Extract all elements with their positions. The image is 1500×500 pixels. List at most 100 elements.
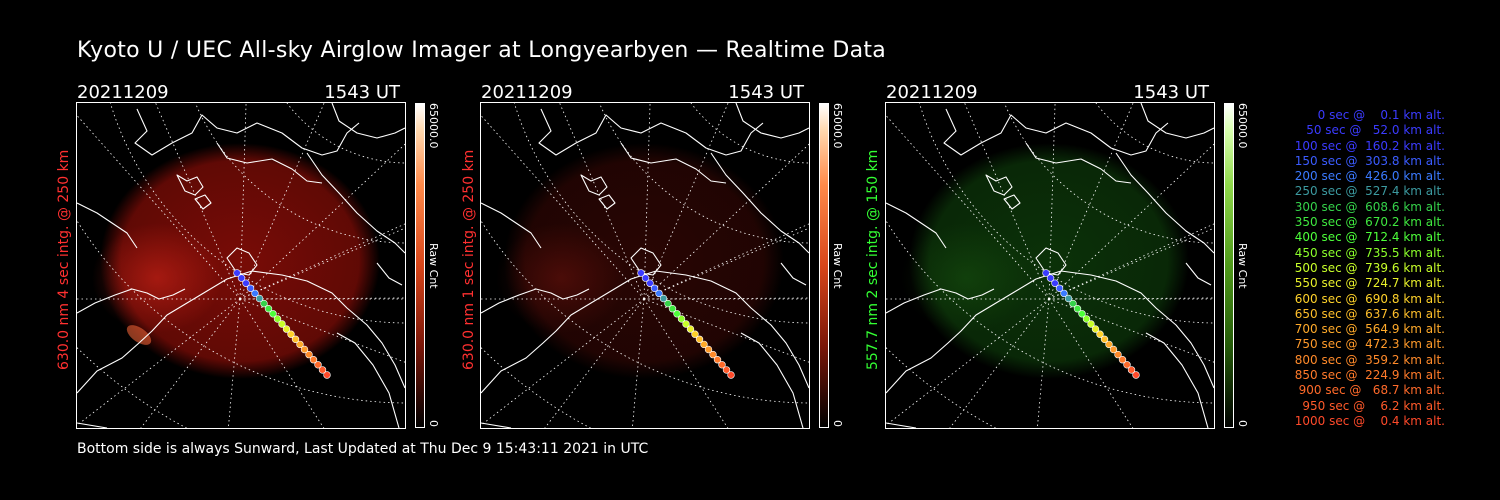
legend-entry: 100 sec @ 160.2 km alt. bbox=[1290, 138, 1445, 153]
trajectory-point bbox=[287, 330, 295, 338]
legend-entry: 0 sec @ 0.1 km alt. bbox=[1306, 108, 1445, 122]
panel-date: 20211209 bbox=[481, 82, 573, 103]
trajectory-point bbox=[1064, 294, 1073, 303]
trajectory-point bbox=[305, 350, 313, 359]
trajectory-point bbox=[296, 340, 304, 349]
allsky-map bbox=[77, 103, 405, 428]
trajectory-point bbox=[264, 305, 273, 313]
trajectory-point bbox=[695, 335, 704, 344]
colorbar-max-label: 65000.0 bbox=[1236, 103, 1249, 149]
trajectory-point bbox=[682, 320, 690, 328]
trajectory-point bbox=[314, 361, 322, 369]
trajectory-point bbox=[1114, 350, 1122, 359]
legend-entry: 800 sec @ 359.2 km alt. bbox=[1290, 352, 1445, 367]
trajectory-point bbox=[1060, 289, 1068, 298]
trajectory-point bbox=[273, 315, 282, 323]
trajectory-point bbox=[655, 289, 663, 298]
legend-entry: 600 sec @ 690.8 km alt. bbox=[1290, 291, 1445, 306]
trajectory-point bbox=[1087, 320, 1095, 328]
legend-entry: 500 sec @ 739.6 km alt. bbox=[1290, 260, 1445, 275]
legend-entry: 150 sec @ 303.8 km alt. bbox=[1290, 153, 1445, 168]
trajectory-point bbox=[309, 356, 318, 364]
trajectory-point bbox=[668, 305, 677, 313]
trajectory-point bbox=[291, 335, 300, 344]
trajectory-point bbox=[1078, 310, 1086, 318]
legend-entry: 50 sec @ 52.0 km alt. bbox=[1298, 123, 1445, 138]
colorbar-max-label: 65000.0 bbox=[831, 103, 844, 149]
trajectory-point bbox=[709, 350, 717, 359]
trajectory-point bbox=[1096, 330, 1104, 338]
legend-entry: 250 sec @ 527.4 km alt. bbox=[1290, 184, 1445, 199]
trajectory-point bbox=[1109, 345, 1118, 354]
legend-entry: 550 sec @ 724.7 km alt. bbox=[1290, 276, 1445, 291]
legend-entry: 700 sec @ 564.9 km alt. bbox=[1290, 322, 1445, 337]
trajectory-point bbox=[246, 284, 255, 293]
trajectory-point bbox=[691, 330, 699, 338]
legend-entry: 950 sec @ 6.2 km alt. bbox=[1298, 398, 1445, 413]
trajectory-point bbox=[260, 299, 268, 308]
trajectory-point bbox=[242, 279, 250, 287]
trajectory-point bbox=[673, 310, 681, 318]
trajectory-point bbox=[1118, 356, 1127, 364]
legend-entry: 650 sec @ 637.6 km alt. bbox=[1290, 306, 1445, 321]
panel-time: 1543 UT bbox=[728, 82, 804, 103]
trajectory-point bbox=[650, 284, 659, 293]
panel-side-label: 630.0 nm 1 sec intg. @ 250 km bbox=[461, 149, 477, 370]
trajectory-point bbox=[1046, 274, 1055, 282]
trajectory-point bbox=[237, 274, 246, 282]
trajectory-point bbox=[1082, 315, 1091, 323]
trajectory-point bbox=[677, 315, 686, 323]
allsky-map bbox=[481, 103, 809, 428]
colorbar-unit-label: Raw Cnt bbox=[1236, 243, 1249, 289]
legend-entry: 300 sec @ 608.6 km alt. bbox=[1290, 199, 1445, 214]
legend-entry: 450 sec @ 735.5 km alt. bbox=[1290, 245, 1445, 260]
trajectory-point bbox=[318, 366, 327, 374]
colorbar bbox=[819, 103, 829, 428]
colorbar-max-label: 65000.0 bbox=[427, 103, 440, 149]
panel-side-label: 557.7 nm 2 sec intg. @ 150 km bbox=[865, 149, 881, 370]
trajectory-point bbox=[1091, 325, 1100, 333]
allsky-image-panel[interactable] bbox=[885, 102, 1215, 429]
footer-note: Bottom side is always Sunward, Last Upda… bbox=[77, 441, 649, 457]
page-title: Kyoto U / UEC All-sky Airglow Imager at … bbox=[77, 38, 887, 63]
trajectory-point bbox=[646, 279, 654, 287]
legend-entry: 1000 sec @ 0.4 km alt. bbox=[1294, 413, 1445, 428]
trajectory-point bbox=[300, 345, 309, 354]
colorbar-unit-label: Raw Cnt bbox=[427, 243, 440, 289]
allsky-image-panel[interactable] bbox=[76, 102, 406, 429]
trajectory-point bbox=[713, 356, 722, 364]
trajectory-point bbox=[700, 340, 708, 349]
trajectory-point bbox=[1100, 335, 1109, 344]
trajectory-point bbox=[1073, 305, 1082, 313]
trajectory-point bbox=[641, 274, 650, 282]
trajectory-point bbox=[1051, 279, 1059, 287]
trajectory-point bbox=[1127, 366, 1136, 374]
allsky-map bbox=[886, 103, 1214, 428]
trajectory-legend: 0 sec @ 0.1 km alt. 50 sec @ 52.0 km alt… bbox=[1270, 108, 1445, 429]
legend-entry: 850 sec @ 224.9 km alt. bbox=[1290, 368, 1445, 383]
panel-date: 20211209 bbox=[886, 82, 978, 103]
panel-time: 1543 UT bbox=[324, 82, 400, 103]
panel-side-label: 630.0 nm 4 sec intg. @ 250 km bbox=[56, 149, 72, 370]
trajectory-point bbox=[1105, 340, 1113, 349]
legend-entry: 400 sec @ 712.4 km alt. bbox=[1290, 230, 1445, 245]
panel-date: 20211209 bbox=[77, 82, 169, 103]
trajectory-point bbox=[1123, 361, 1131, 369]
trajectory-point bbox=[278, 320, 286, 328]
legend-entry: 200 sec @ 426.0 km alt. bbox=[1290, 169, 1445, 184]
trajectory-point bbox=[718, 361, 726, 369]
colorbar-min-label: 0 bbox=[1236, 420, 1249, 427]
trajectory-point bbox=[1042, 269, 1050, 277]
trajectory-point bbox=[664, 299, 672, 308]
allsky-image-panel[interactable] bbox=[480, 102, 810, 429]
trajectory-point bbox=[1132, 371, 1140, 379]
trajectory-point bbox=[727, 371, 735, 379]
colorbar bbox=[415, 103, 425, 428]
trajectory-point bbox=[282, 325, 291, 333]
trajectory-point bbox=[659, 294, 668, 303]
legend-entry: 350 sec @ 670.2 km alt. bbox=[1290, 215, 1445, 230]
panel-time: 1543 UT bbox=[1133, 82, 1209, 103]
trajectory-point bbox=[269, 310, 277, 318]
aurora-spot bbox=[126, 325, 152, 345]
trajectory-point bbox=[323, 371, 331, 379]
